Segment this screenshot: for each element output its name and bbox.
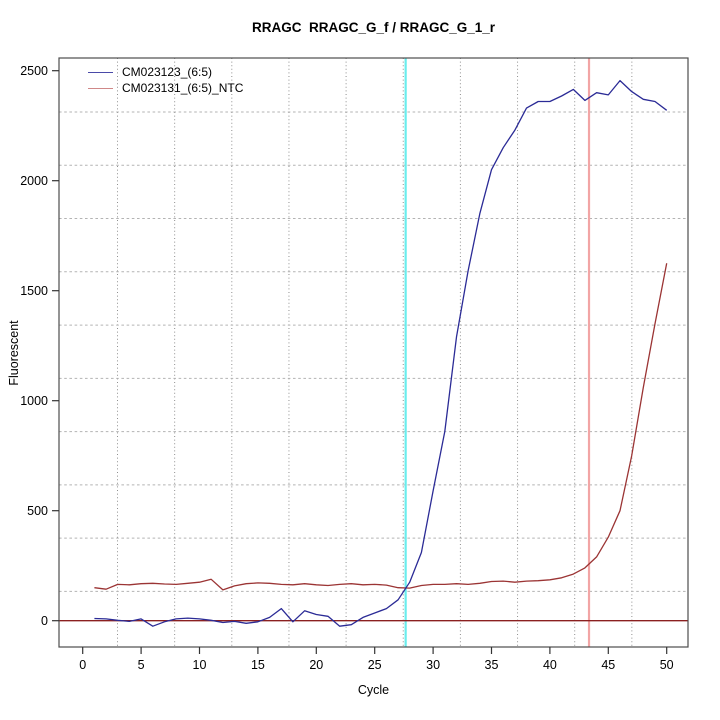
y-tick-label: 2500 <box>20 64 48 78</box>
legend-item-label: CM023123_(6:5) <box>122 65 213 79</box>
x-tick-label: 30 <box>426 658 440 672</box>
chart-title: RRAGC RRAGC_G_f / RRAGC_G_1_r <box>251 20 496 35</box>
x-tick-label: 40 <box>543 658 557 672</box>
x-tick-label: 25 <box>368 658 382 672</box>
x-tick-label: 35 <box>485 658 499 672</box>
legend-line-swatch <box>88 71 113 73</box>
x-tick-label: 10 <box>193 658 207 672</box>
legend: CM023123_(6:5) CM023131_(6:5)_NTC <box>88 64 243 96</box>
x-tick-label: 45 <box>601 658 615 672</box>
legend-line-swatch <box>88 87 113 89</box>
series-curve <box>94 79 668 627</box>
x-tick-label: 15 <box>251 658 265 672</box>
y-tick-label: 0 <box>41 614 48 628</box>
legend-item: CM023123_(6:5) <box>88 64 243 80</box>
plot-border <box>58 57 689 648</box>
x-tick-label: 50 <box>660 658 674 672</box>
x-tick-label: 0 <box>79 658 86 672</box>
x-axis-label: Cycle <box>357 683 390 697</box>
y-tick-label: 1000 <box>20 394 48 408</box>
x-tick-label: 20 <box>309 658 323 672</box>
y-tick-label: 500 <box>27 504 48 518</box>
x-tick-label: 5 <box>138 658 145 672</box>
y-tick-label: 1500 <box>20 284 48 298</box>
series-curve <box>94 263 668 591</box>
y-tick-label: 2000 <box>20 174 48 188</box>
y-axis-label: Fluorescent <box>7 320 21 386</box>
legend-item: CM023131_(6:5)_NTC <box>88 80 243 96</box>
legend-item-label: CM023131_(6:5)_NTC <box>122 81 244 95</box>
